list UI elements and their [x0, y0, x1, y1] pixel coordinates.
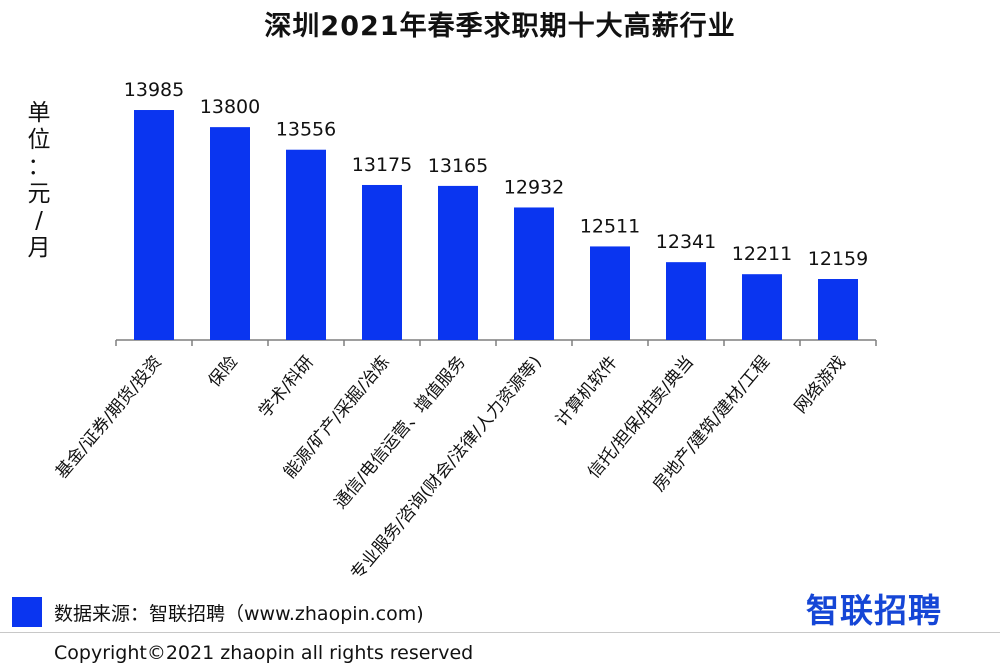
bar	[286, 149, 326, 340]
data-label: 13175	[352, 154, 412, 176]
footer-divider	[0, 632, 1000, 633]
bar	[666, 262, 706, 340]
data-source-text: 数据来源：智联招聘（www.zhaopin.com)	[54, 603, 424, 625]
data-label: 13800	[200, 96, 260, 118]
bar	[210, 127, 250, 340]
x-tick-label: 保险	[205, 352, 242, 391]
x-tick-label: 计算机软件	[552, 352, 622, 430]
y-axis-unit-label: 单位：元 / 月	[27, 100, 51, 261]
bar	[514, 207, 554, 340]
copyright-text: Copyright©2021 zhaopin all rights reserv…	[54, 642, 474, 664]
bar	[742, 274, 782, 340]
bar	[134, 110, 174, 340]
chart-title: 深圳2021年春季求职期十大高薪行业	[264, 11, 736, 42]
data-label: 12932	[504, 176, 564, 198]
bar	[818, 279, 858, 340]
x-tick-label: 网络游戏	[791, 352, 850, 417]
bar	[362, 184, 402, 340]
data-label: 12159	[808, 248, 868, 270]
x-tick-label: 基金/证券/期货/投资	[52, 352, 166, 482]
x-tick-label: 学术/科研	[255, 352, 318, 421]
data-label: 12341	[656, 231, 716, 253]
bar	[590, 246, 630, 340]
data-label: 13985	[124, 79, 184, 101]
brand-logo: 智联招聘	[806, 591, 942, 630]
bar	[438, 185, 478, 340]
data-label: 13165	[428, 155, 488, 177]
x-tick-label: 通信/电信运营、增值服务	[331, 352, 470, 512]
data-label: 13556	[276, 119, 336, 141]
data-label: 12511	[580, 215, 640, 237]
legend-swatch	[12, 597, 42, 627]
data-label: 12211	[732, 243, 792, 265]
bar-chart: 13985基金/证券/期货/投资13800保险13556学术/科研13175能源…	[52, 79, 877, 584]
